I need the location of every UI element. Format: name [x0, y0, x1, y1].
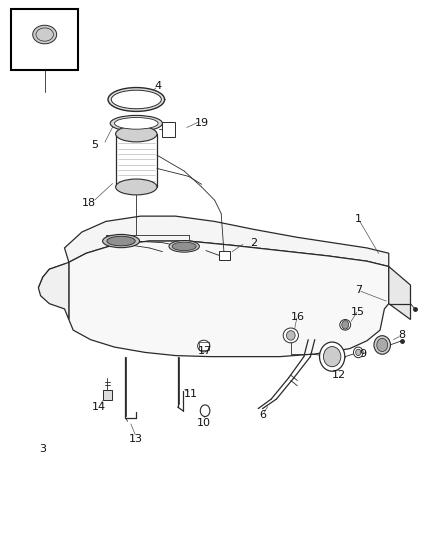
Bar [11, 10, 78, 70]
Ellipse shape [102, 235, 140, 248]
Ellipse shape [286, 330, 295, 340]
Text: 1: 1 [355, 214, 362, 224]
Text: 2: 2 [250, 238, 258, 248]
Text: 13: 13 [129, 434, 143, 444]
Ellipse shape [116, 179, 157, 195]
Circle shape [342, 320, 349, 329]
Ellipse shape [115, 117, 158, 129]
Text: 15: 15 [351, 306, 365, 317]
Text: 11: 11 [184, 389, 198, 399]
Ellipse shape [340, 319, 351, 330]
Ellipse shape [172, 242, 196, 251]
Bar [103, 390, 112, 400]
Bar [162, 122, 175, 136]
Text: 7: 7 [355, 285, 362, 295]
Text: 16: 16 [290, 312, 304, 322]
Text: 4: 4 [155, 81, 162, 91]
Ellipse shape [116, 126, 157, 142]
Bar [198, 342, 209, 350]
Ellipse shape [320, 342, 345, 371]
Ellipse shape [374, 336, 391, 354]
Ellipse shape [169, 240, 199, 252]
Text: 9: 9 [359, 349, 366, 359]
Text: 8: 8 [398, 330, 405, 341]
Ellipse shape [108, 87, 165, 111]
Text: 17: 17 [198, 346, 212, 357]
Text: 3: 3 [39, 445, 46, 455]
Ellipse shape [353, 347, 363, 358]
Ellipse shape [107, 236, 135, 246]
Polygon shape [64, 216, 389, 266]
Ellipse shape [110, 115, 162, 131]
Text: 18: 18 [81, 198, 95, 208]
Ellipse shape [111, 90, 161, 109]
Bar [219, 251, 230, 260]
Polygon shape [389, 266, 410, 319]
Text: 12: 12 [332, 370, 346, 380]
Text: 19: 19 [194, 118, 208, 128]
Polygon shape [69, 241, 389, 357]
Text: 10: 10 [197, 418, 211, 428]
Text: 6: 6 [259, 410, 266, 420]
Text: 14: 14 [92, 402, 106, 412]
Text: 5: 5 [92, 140, 99, 150]
Ellipse shape [198, 340, 210, 352]
Ellipse shape [356, 349, 361, 356]
Ellipse shape [33, 25, 57, 44]
Ellipse shape [283, 328, 298, 343]
Ellipse shape [323, 346, 341, 367]
Polygon shape [39, 262, 69, 319]
Ellipse shape [377, 338, 388, 352]
